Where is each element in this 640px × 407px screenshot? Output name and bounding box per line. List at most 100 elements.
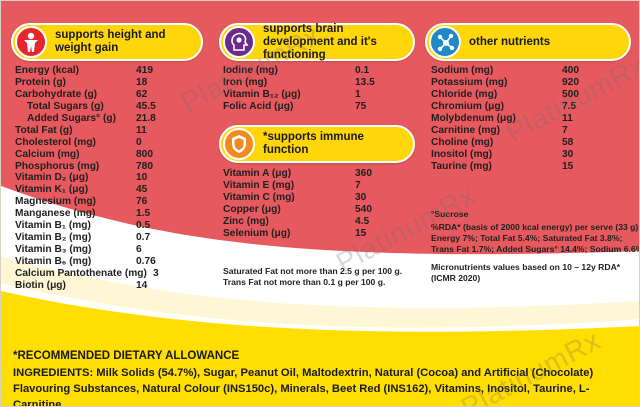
nutrient-value: 30 <box>562 148 574 160</box>
nutrient-value: 419 <box>136 65 153 76</box>
table-row: Manganese (mg) 1.5 <box>15 208 159 220</box>
nutrient-table-other: Sodium (mg) 400 Potassium (mg) 920 Chlorid… <box>431 65 579 172</box>
nutrient-name: Vitamin K₁ (μg) <box>15 184 89 196</box>
header-growth: supports height and weight gain <box>11 23 203 61</box>
table-row: Energy (kcal) 419 <box>15 65 159 77</box>
nutrient-value: 11 <box>562 112 573 124</box>
table-row: Iodine (mg) 0.1 <box>223 65 375 77</box>
rda-note-1: %RDA* (basis of 2000 kcal energy) per se… <box>431 222 640 232</box>
table-row: Magnesium (mg) 76 <box>15 196 159 208</box>
molecule-icon <box>429 26 461 58</box>
fat-note-2: Trans Fat not more than 0.1 g per 100 g. <box>223 277 386 287</box>
nutrient-name: Molybdenum (μg) <box>431 112 516 124</box>
nutrient-table-immune: Vitamin A (μg) 360 Vitamin E (mg) 7 Vitami… <box>223 168 372 240</box>
nutrient-value: 500 <box>562 88 579 100</box>
nutrient-value: 13.5 <box>355 76 375 88</box>
table-row: Vitamin B₃ (mg) 6 <box>15 244 159 256</box>
table-row: Chromium (μg) 7.5 <box>431 101 579 113</box>
table-row: Vitamin B₁₂ (μg) 1 <box>223 89 375 101</box>
nutrient-value: 6 <box>136 244 142 256</box>
table-row: Vitamin B₂ (mg) 0.7 <box>15 232 159 244</box>
header-other-label: other nutrients <box>469 35 551 48</box>
nutrient-name: Potassium (mg) <box>431 76 508 88</box>
header-growth-label: supports height and weight gain <box>55 29 166 54</box>
nutrient-value: 4.5 <box>355 215 370 227</box>
table-row: Carnitine (mg) 7 <box>431 125 579 137</box>
table-row: Total Sugars (g) 45.5 <box>15 101 159 113</box>
nutrient-name: Energy (kcal) <box>15 65 79 76</box>
nutrient-name: Added Sugars° (g) <box>27 112 116 124</box>
table-row: Biotin (μg) 14 <box>15 280 159 292</box>
nutrient-name: Vitamin B₃ (mg) <box>15 244 92 256</box>
nutrient-name: Vitamin E (mg) <box>223 179 295 191</box>
nutrient-value: 62 <box>136 88 148 100</box>
nutrient-value: 76 <box>136 196 148 208</box>
table-row: Sodium (mg) 400 <box>431 65 579 77</box>
nutrient-value: 920 <box>562 76 579 88</box>
table-row: Inositol (mg) 30 <box>431 149 579 161</box>
nutrient-name: Selenium (μg) <box>223 227 291 239</box>
table-row: Vitamin A (μg) 360 <box>223 168 372 180</box>
header-immune: *supports immune function <box>219 125 415 163</box>
nutrient-name: Choline (mg) <box>431 136 494 148</box>
table-row: Cholesterol (mg) 0 <box>15 137 159 149</box>
nutrient-value: 0.76 <box>136 256 156 267</box>
nutrient-value: 0.1 <box>355 65 370 76</box>
nutrient-value: 75 <box>355 100 367 112</box>
nutrient-name: Biotin (μg) <box>15 279 66 291</box>
nutrient-name: Folic Acid (μg) <box>223 100 294 112</box>
nutrient-value: 1.5 <box>136 208 151 220</box>
nutrient-name: Iodine (mg) <box>223 65 278 76</box>
nutrient-table-growth: Energy (kcal) 419 Protein (g) 18 Carbohydr… <box>15 65 159 292</box>
header-other: other nutrients <box>425 23 631 61</box>
nutrient-name: Vitamin B₂ (mg) <box>15 232 92 244</box>
nutrient-value: 7.5 <box>562 100 577 112</box>
nutrient-value: 0.5 <box>136 220 151 232</box>
nutrient-value: 0 <box>136 136 142 148</box>
nutrient-value: 7 <box>562 124 568 136</box>
nutrient-name: Carnitine (mg) <box>431 124 501 136</box>
nutrient-name: Chromium (μg) <box>431 100 505 112</box>
nutrient-value: 30 <box>355 191 367 203</box>
nutrient-name: Manganese (mg) <box>15 208 96 220</box>
table-row: Taurine (mg) 15 <box>431 161 579 173</box>
child-figure-icon <box>15 26 47 58</box>
nutrient-name: Protein (g) <box>15 76 66 88</box>
nutrient-value: 0.7 <box>136 232 151 244</box>
nutrient-name: Carbohydrate (g) <box>15 88 98 100</box>
nutrient-value: 58 <box>562 136 574 148</box>
nutrient-name: Copper (μg) <box>223 203 281 215</box>
table-row: Vitamin B₆ (mg) 0.76 <box>15 256 159 268</box>
rda-note-3: Trans Fat 1.7%; Added Sugars° 14.4%; Sod… <box>431 244 640 254</box>
nutrient-value: 15 <box>355 227 367 239</box>
sucrose-note: °Sucrose <box>431 209 469 219</box>
nutrient-name: Cholesterol (mg) <box>15 136 96 148</box>
header-brain: supports brain development and it's func… <box>219 23 415 61</box>
nutrient-name: Vitamin A (μg) <box>223 168 292 179</box>
nutrient-name: Phosphorus (mg) <box>15 160 100 172</box>
shield-icon <box>223 128 255 160</box>
nutrient-value: 360 <box>355 168 372 179</box>
table-row: Added Sugars° (g) 21.8 <box>15 113 159 125</box>
nutrient-value: 11 <box>136 124 147 136</box>
table-row: Vitamin E (mg) 7 <box>223 180 372 192</box>
table-row: Copper (μg) 540 <box>223 204 372 216</box>
table-row: Molybdenum (μg) 11 <box>431 113 579 125</box>
nutrient-name: Vitamin B₆ (mg) <box>15 256 92 267</box>
table-row: Calcium Pantothenate (mg) 3 <box>15 268 159 280</box>
nutrient-value: 3 <box>153 267 159 279</box>
nutrient-value: 18 <box>136 76 148 88</box>
nutrient-name: Magnesium (mg) <box>15 196 96 208</box>
rda-title: *RECOMMENDED DIETARY ALLOWANCE <box>13 350 240 362</box>
nutrient-name: Chloride (mg) <box>431 88 498 100</box>
nutrient-value: 45 <box>136 184 148 196</box>
nutrient-name: Vitamin C (mg) <box>223 191 295 203</box>
header-immune-label: *supports immune function <box>263 131 364 156</box>
nutrient-value: 14 <box>136 279 148 291</box>
micro-note-1: Micronutrients values based on 10 – 12y … <box>431 262 621 272</box>
nutrient-name: Calcium Pantothenate (mg) <box>15 267 147 279</box>
nutrient-name: Inositol (mg) <box>431 148 493 160</box>
nutrient-value: 1 <box>355 88 361 100</box>
nutrient-name: Total Sugars (g) <box>27 100 104 112</box>
